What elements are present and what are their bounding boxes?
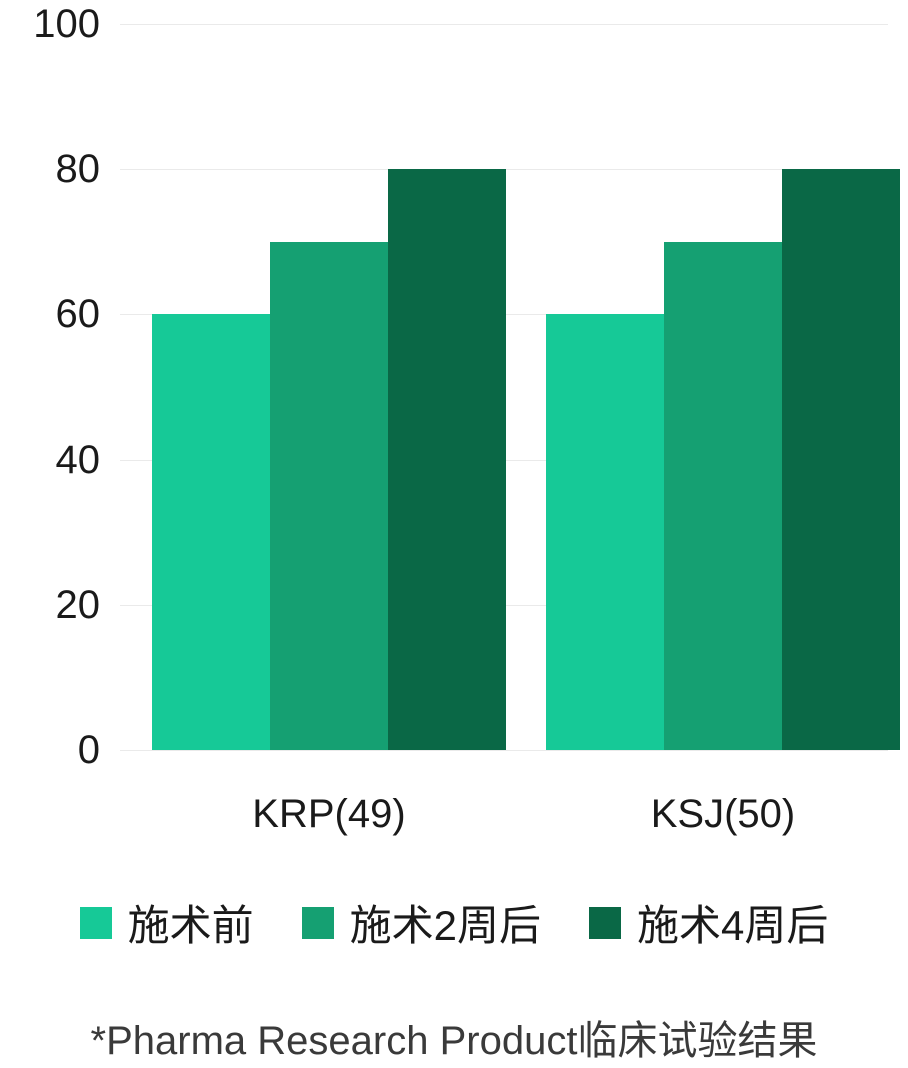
x-group-label: KRP(49) <box>252 792 405 837</box>
bar-krp-series0 <box>152 314 270 750</box>
legend-swatch-icon <box>302 907 334 939</box>
legend-item: 施术前 <box>80 892 254 953</box>
y-tick-label: 100 <box>0 4 100 44</box>
legend: 施术前 施术2周后 施术4周后 <box>0 892 908 953</box>
legend-label: 施术2周后 <box>350 892 541 953</box>
y-tick-label: 60 <box>0 294 100 334</box>
legend-swatch-icon <box>589 907 621 939</box>
gridline <box>120 750 888 751</box>
legend-label: 施术前 <box>128 892 254 953</box>
chart-footnote: *Pharma Research Product临床试验结果 <box>0 1008 908 1066</box>
bar-ksj-series1 <box>664 242 782 750</box>
bar-ksj-series0 <box>546 314 664 750</box>
gridline <box>120 24 888 25</box>
plot-area <box>120 24 888 750</box>
y-tick-label: 0 <box>0 730 100 770</box>
chart-container: 100 80 60 40 20 0 KRP(49) KSJ(50) 施术前 施术… <box>0 0 908 1068</box>
bar-krp-series2 <box>388 169 506 750</box>
bar-ksj-series2 <box>782 169 900 750</box>
y-tick-label: 20 <box>0 585 100 625</box>
legend-swatch-icon <box>80 907 112 939</box>
y-tick-label: 40 <box>0 440 100 480</box>
x-group-label: KSJ(50) <box>651 792 796 837</box>
legend-item: 施术4周后 <box>589 892 828 953</box>
legend-label: 施术4周后 <box>637 892 828 953</box>
bar-krp-series1 <box>270 242 388 750</box>
legend-item: 施术2周后 <box>302 892 541 953</box>
y-tick-label: 80 <box>0 149 100 189</box>
